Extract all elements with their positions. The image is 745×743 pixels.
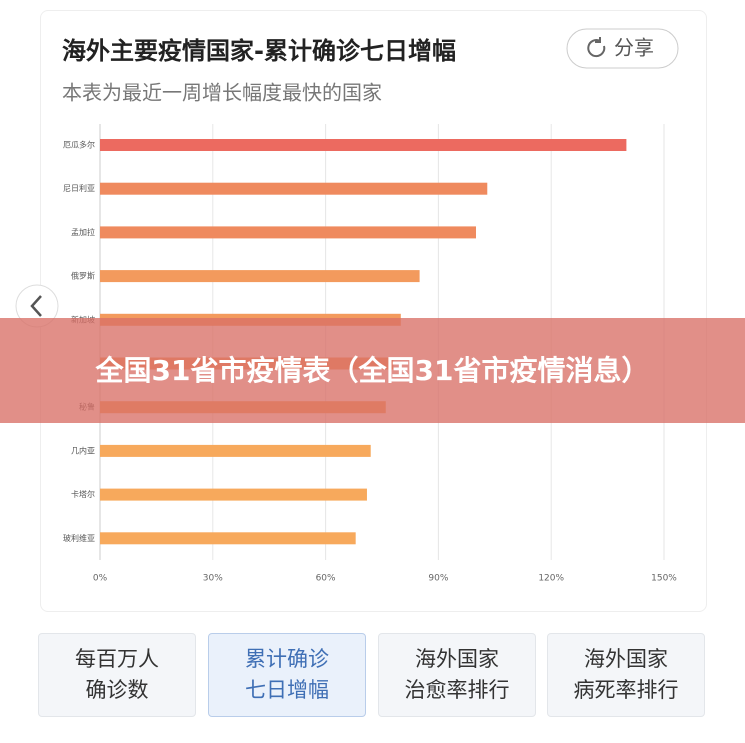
tab-label[interactable]: 每百万人 bbox=[75, 647, 159, 671]
share-button-bg[interactable] bbox=[566, 28, 679, 69]
y-tick-label: 尼日利亚 bbox=[63, 183, 95, 193]
bar bbox=[100, 270, 420, 283]
chart-subtitle: 本表为最近一周增长幅度最快的国家 bbox=[62, 81, 382, 105]
tab[interactable]: 海外国家 病死率排行 bbox=[547, 633, 705, 717]
tab[interactable]: 累计确诊 七日增幅 bbox=[208, 633, 366, 717]
tab[interactable]: 每百万人 确诊数 bbox=[38, 633, 196, 717]
x-tick-label: 0% bbox=[93, 574, 108, 584]
y-tick-label: 孟加拉 bbox=[71, 227, 95, 237]
chart-card bbox=[40, 10, 707, 612]
share-button[interactable]: 分享 bbox=[566, 28, 679, 69]
x-tick-label: 150% bbox=[651, 574, 677, 584]
bar bbox=[100, 488, 367, 501]
overlay-banner: 全国31省市疫情表（全国31省市疫情消息） bbox=[0, 318, 745, 423]
bar bbox=[100, 444, 371, 457]
share-label[interactable]: 分享 bbox=[614, 36, 654, 60]
x-tick-label: 30% bbox=[203, 574, 223, 584]
share-icon[interactable] bbox=[587, 37, 606, 58]
tab-label[interactable]: 病死率排行 bbox=[573, 678, 679, 702]
y-tick-label: 俄罗斯 bbox=[71, 271, 95, 281]
x-tick-label: 60% bbox=[316, 574, 336, 584]
prev-icon[interactable] bbox=[30, 295, 42, 317]
tab[interactable]: 海外国家 治愈率排行 bbox=[378, 633, 536, 717]
chart-title: 海外主要疫情国家-累计确诊七日增幅 bbox=[62, 37, 456, 65]
tab-label[interactable]: 累计确诊 bbox=[245, 647, 329, 671]
x-tick-label: 90% bbox=[428, 574, 448, 584]
tab-label[interactable]: 确诊数 bbox=[85, 678, 149, 702]
bar bbox=[100, 182, 488, 195]
bar bbox=[100, 139, 627, 151]
tab-label[interactable]: 七日增幅 bbox=[245, 678, 329, 702]
y-tick-label: 厄瓜多尔 bbox=[63, 140, 95, 150]
overlay-title: 全国31省市疫情表（全国31省市疫情消息） bbox=[95, 353, 650, 387]
tab-label[interactable]: 治愈率排行 bbox=[404, 678, 510, 702]
y-tick-label: 玻利维亚 bbox=[63, 533, 95, 543]
prev-button[interactable] bbox=[15, 284, 59, 328]
tab-label[interactable]: 海外国家 bbox=[415, 647, 499, 671]
tab-label[interactable]: 海外国家 bbox=[584, 647, 668, 671]
y-tick-label: 几内亚 bbox=[71, 445, 95, 455]
x-tick-label: 120% bbox=[538, 574, 564, 584]
bar bbox=[100, 532, 356, 545]
bar bbox=[100, 226, 476, 239]
y-tick-label: 卡塔尔 bbox=[71, 489, 95, 499]
